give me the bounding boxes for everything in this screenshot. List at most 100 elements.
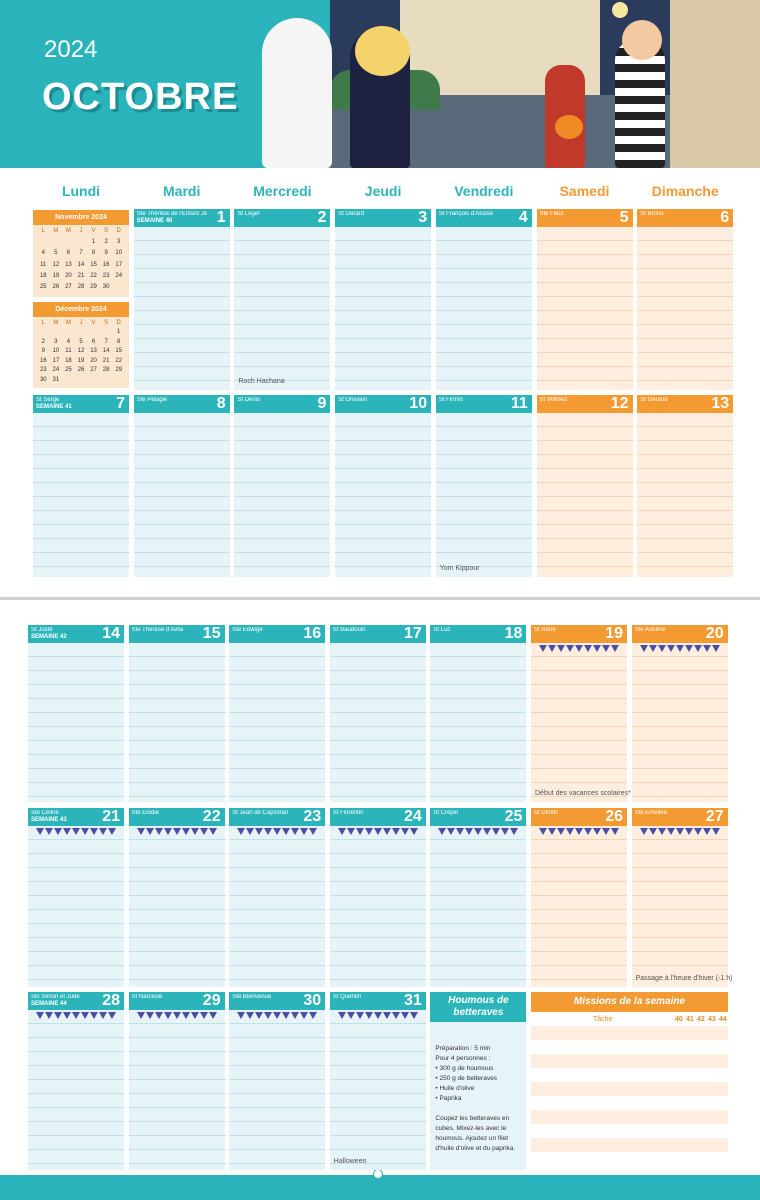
mini-day: 11 [40,261,47,268]
mini-day: 18 [39,272,47,279]
mini-weekday: M [65,320,71,326]
holiday-marker [72,828,80,835]
mini-day: 23 [102,272,110,279]
mini-day: 16 [102,261,110,268]
mini-weekday: M [53,228,59,234]
holiday-marker [282,1012,291,1019]
holiday-marker [355,1012,364,1019]
day-note: Yom Kippour [439,565,480,572]
mini-day: 17 [52,357,60,364]
holiday-marker [291,828,300,835]
day-cell: St Gérard 3 [335,209,432,390]
day-cell: St François d'Assise 4 [435,209,532,390]
illustration-moon [612,2,628,18]
holiday-marker [255,828,264,835]
recipe-text: Pour 4 personnes : [435,1055,491,1062]
holiday-marker [557,828,565,835]
holiday-marker [163,1012,172,1019]
illustration-head [355,26,410,76]
holiday-marker [593,828,601,835]
holiday-marker [539,645,547,652]
holiday-marker [273,1012,282,1019]
recipe-text: • 300 g de houmous [435,1065,494,1072]
day-note: Début des vacances scolaires* [535,790,631,797]
holiday-marker [584,828,592,835]
weekday-name: Jeudi [364,183,402,199]
holiday-marker [255,1012,264,1019]
holiday-marker [337,828,346,835]
day-cell: St Baudouin 17 [329,625,426,802]
saint-name: St Dimitri [534,810,559,816]
day-body [28,643,124,802]
mini-day: 10 [52,348,60,355]
day-number: 25 [504,808,523,825]
saint-name: Ste Edwige [232,627,263,633]
mini-day: 9 [41,348,45,355]
mission-row [531,1110,728,1124]
missions-box: Missions de la semaine Tâche 40 41 42 43 44 [531,992,728,1170]
saint-name: St François d'Assise [438,211,493,217]
holiday-marker [99,828,107,835]
day-number: 14 [102,625,120,642]
saint-name: St Luc [433,627,451,633]
holiday-marker [611,828,619,835]
holiday-marker [63,828,71,835]
mini-day: 21 [77,272,85,279]
mini-day: 30 [102,283,110,290]
day-number: 23 [303,808,322,825]
recipe-text: • Paprika [435,1095,462,1102]
week-label: SEMAINE 44 [31,1001,67,1007]
day-body [229,643,326,802]
day-body [430,643,527,802]
holiday-marker [593,645,601,652]
day-body [128,643,225,802]
mini-day: 24 [115,272,123,279]
holiday-marker [639,645,648,652]
saint-name: Ste Élodie [131,810,159,816]
mini-weekday: M [53,320,59,326]
holiday-marker [355,828,364,835]
day-body [234,413,331,577]
year: 2024 [44,36,98,63]
holiday-marker [54,828,62,835]
mini-day: 26 [52,283,60,290]
recipe-text: • 250 g de betteraves [435,1075,497,1082]
day-number: 16 [303,625,322,642]
holiday-marker [154,1012,163,1019]
mission-row [531,1152,728,1166]
day-body [531,643,627,802]
mini-day: 19 [52,272,60,279]
mini-weekday: V [91,228,96,234]
day-cell: St Léger 2 Roch Hachana [234,209,331,390]
mini-day: 29 [90,283,97,290]
weekday-name: Dimanche [651,183,719,199]
holiday-marker [90,1012,98,1019]
holiday-marker [438,828,447,835]
illustration-figure [262,18,332,168]
holiday-marker [693,645,702,652]
mini-day: 7 [104,338,108,345]
day-cell: St Juste SEMAINE 42 14 [28,625,124,802]
recipe-text: Coupez les betteraves en cubes. Mixez-le… [435,1115,516,1152]
holiday-marker [684,828,693,835]
holiday-marker [246,828,255,835]
mini-day: 25 [65,367,72,374]
holiday-marker [309,828,318,835]
holiday-marker [282,828,291,835]
week-number: 44 [719,1016,727,1023]
mini-day: 28 [77,283,85,290]
day-header: Ste Fleur 5 [536,209,633,227]
week-label: SEMAINE 42 [31,634,67,640]
recipe-card: Houmous de betteraves Préparation : 5 min… [430,992,527,1170]
saint-name: St Narcisse [131,994,163,1000]
holiday-marker [172,828,181,835]
day-number: 26 [605,808,623,825]
mission-row [531,1096,728,1110]
day-cell: St Crépin 25 [430,808,527,987]
day-cell: St Bruno 6 [637,209,734,390]
holiday-marker [190,1012,199,1019]
saint-name: Ste Thérèse d'Avila [131,627,184,633]
day-header: St Gérard 3 [335,209,432,227]
day-number: 10 [409,395,428,412]
